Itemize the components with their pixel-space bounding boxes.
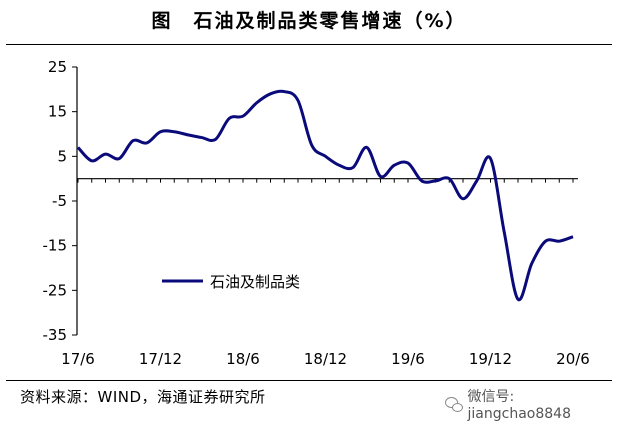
chart-legend: 石油及制品类 xyxy=(162,273,300,291)
source-note: 资料来源：WIND，海通证券研究所 xyxy=(20,388,266,406)
x-tick-label: 17/6 xyxy=(61,350,95,368)
x-tick-label: 19/6 xyxy=(391,350,425,368)
top-rule xyxy=(6,44,612,45)
series-line-oil-products xyxy=(76,89,574,302)
x-tick-label: 19/12 xyxy=(469,350,512,368)
y-tick-label: 5 xyxy=(57,147,67,165)
y-tick-label: -25 xyxy=(43,281,68,299)
watermark: 微信号: jiangchao8848 xyxy=(445,386,618,422)
x-tick-label: 18/12 xyxy=(304,350,347,368)
chart-series xyxy=(76,89,574,302)
y-tick-label: -35 xyxy=(43,326,68,344)
x-tick-label: 20/6 xyxy=(556,350,590,368)
y-tick-label: -15 xyxy=(43,237,68,255)
chart-axes: 25 15 5 -5 -15 -25 -35 17/6 17/12 18/6 18/12 19/6 19… xyxy=(43,58,590,368)
x-tick-label: 17/12 xyxy=(139,350,182,368)
y-tick-label: 25 xyxy=(48,58,67,76)
y-tick-label: -5 xyxy=(52,192,67,210)
line-chart: 25 15 5 -5 -15 -25 -35 17/6 17/12 18/6 18/12 19/6 19… xyxy=(43,58,590,368)
wechat-icon xyxy=(445,396,463,412)
y-tick-label: 15 xyxy=(48,103,67,121)
x-tick-label: 18/6 xyxy=(226,350,260,368)
legend-label: 石油及制品类 xyxy=(210,273,300,291)
bottom-rule xyxy=(6,380,612,381)
watermark-text: 微信号: jiangchao8848 xyxy=(467,389,571,422)
chart-title: 图 石油及制品类零售增速（%） xyxy=(151,10,467,32)
